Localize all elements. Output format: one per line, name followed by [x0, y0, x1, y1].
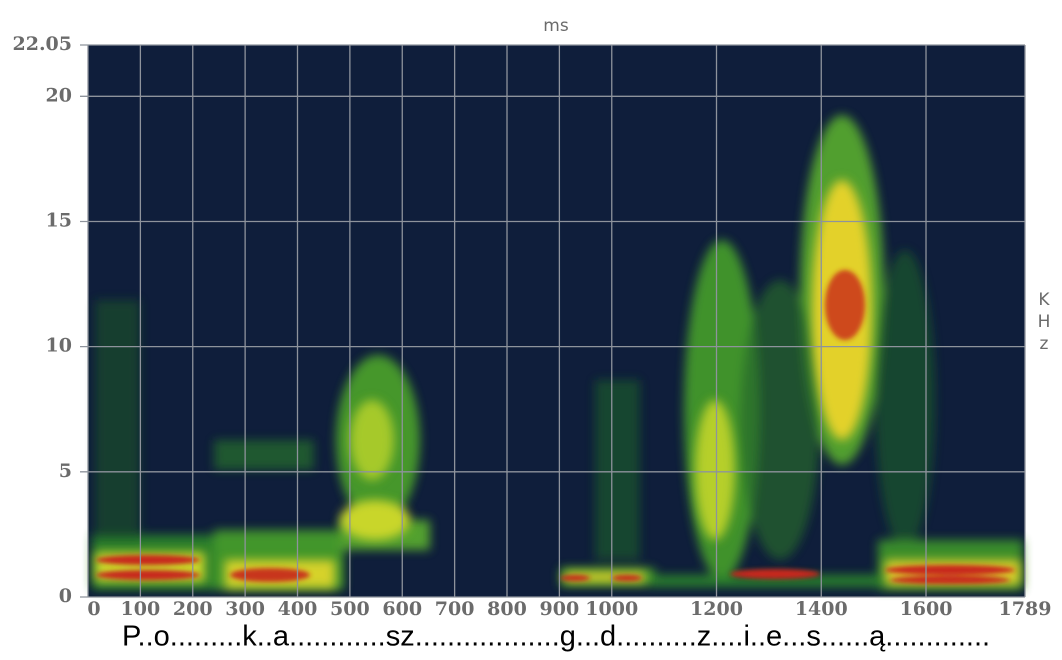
x-tick-label: 1600 — [900, 598, 953, 620]
chart: 0100200300400500600700800900100012001400… — [0, 0, 1062, 660]
y-tick-label: 22.05 — [13, 33, 73, 55]
x-tick-label: 600 — [382, 598, 422, 620]
y-tick-label: 20 — [46, 84, 72, 106]
x-tick-label: 1200 — [690, 598, 743, 620]
y-tick-label: 10 — [46, 335, 72, 357]
x-tick-label: 1789 — [999, 598, 1052, 620]
x-tick-label: 200 — [173, 598, 213, 620]
x-tick-label: 900 — [540, 598, 580, 620]
x-axis-label: ms — [543, 16, 569, 36]
x-tick-label: 100 — [121, 598, 161, 620]
y-tick-label: 15 — [46, 209, 72, 231]
x-tick-label: 500 — [330, 598, 370, 620]
x-tick-label: 1400 — [795, 598, 848, 620]
x-tick-label: 800 — [487, 598, 527, 620]
x-tick-label: 300 — [225, 598, 265, 620]
caption: P..o.........k..a............sz.........… — [122, 621, 990, 653]
x-tick-label: 1000 — [585, 598, 638, 620]
y-tick-label: 5 — [59, 460, 72, 482]
y-tick-label: 0 — [59, 585, 72, 607]
x-tick-label: 0 — [87, 598, 100, 620]
x-tick-label: 400 — [278, 598, 318, 620]
x-tick-label: 700 — [435, 598, 475, 620]
